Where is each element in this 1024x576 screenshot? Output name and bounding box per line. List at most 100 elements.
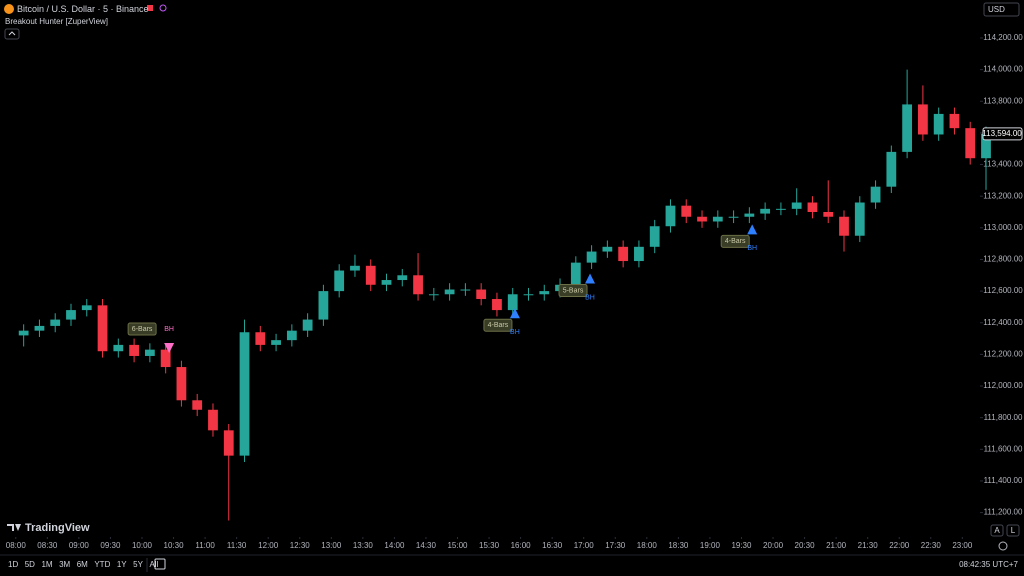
- x-tick-label: 09:00: [69, 541, 90, 550]
- tv-logo: TradingView: [25, 522, 90, 534]
- candle-body: [176, 367, 187, 401]
- candle-body: [728, 216, 739, 218]
- candle-body: [760, 208, 771, 214]
- x-tick-label: 08:30: [37, 541, 58, 550]
- candle-body: [665, 205, 676, 227]
- flag-icon[interactable]: [147, 5, 153, 11]
- candle-body: [350, 265, 360, 271]
- candle-body: [602, 246, 613, 252]
- y-tick-label: 114,000.00: [983, 65, 1023, 74]
- range-button[interactable]: 5Y: [133, 560, 143, 569]
- candle-body: [776, 208, 786, 210]
- tv-logo-icon: [7, 524, 21, 531]
- y-tick-label: 112,000.00: [983, 381, 1023, 390]
- candle-body: [318, 291, 329, 320]
- candle-body: [839, 216, 849, 236]
- candle-body: [886, 151, 897, 187]
- candle-body: [870, 186, 881, 203]
- x-tick-label: 12:30: [290, 541, 311, 550]
- breakout-marker: [164, 343, 175, 354]
- candle-body: [144, 349, 155, 356]
- scale-button-box[interactable]: [1006, 524, 1020, 537]
- clock: 08:42:35 UTC+7: [959, 560, 1018, 569]
- bars-label: 6-Bars: [132, 326, 153, 333]
- x-tick-label: 11:30: [227, 541, 247, 550]
- currency[interactable]: USD: [988, 5, 1005, 14]
- collapse-button[interactable]: [4, 28, 20, 40]
- indicator-name: Breakout Hunter [ZuperView]: [5, 17, 109, 26]
- x-tick-label: 22:30: [921, 541, 942, 550]
- bars-label: 4-Bars: [725, 238, 746, 245]
- y-tick-label: 112,400.00: [983, 318, 1023, 327]
- candle-body: [334, 270, 345, 292]
- share-icon[interactable]: [159, 4, 167, 12]
- candle-body: [507, 294, 518, 311]
- y-tick-label: 112,200.00: [983, 349, 1023, 358]
- x-tick-label: 18:30: [668, 541, 689, 550]
- scale-button[interactable]: L: [1011, 526, 1016, 535]
- x-tick-label: 09:30: [100, 541, 121, 550]
- range-button[interactable]: 1M: [41, 560, 52, 569]
- candle-body: [918, 104, 928, 135]
- y-tick-label: 113,000.00: [983, 223, 1023, 232]
- candle-body: [81, 305, 92, 311]
- y-tick-label: 112,800.00: [983, 255, 1023, 264]
- range-button[interactable]: 1Y: [117, 560, 127, 569]
- settings-button[interactable]: [998, 541, 1008, 551]
- x-tick-label: 13:30: [353, 541, 374, 550]
- range-button[interactable]: 5D: [25, 560, 35, 569]
- candle-body: [712, 216, 723, 222]
- range-button[interactable]: 1D: [8, 560, 18, 569]
- candle-body: [223, 430, 234, 456]
- candle-body: [239, 332, 250, 456]
- candle-body: [34, 325, 45, 331]
- candle-body: [681, 205, 692, 217]
- candle-body: [192, 400, 203, 410]
- candle-body: [18, 330, 29, 336]
- candle-body: [286, 330, 297, 341]
- range-button[interactable]: 6M: [77, 560, 88, 569]
- candle-body: [807, 202, 818, 212]
- x-tick-label: 08:00: [6, 541, 27, 550]
- candle-body: [160, 349, 171, 368]
- currency-button[interactable]: [983, 2, 1020, 17]
- y-tick-label: 111,600.00: [984, 444, 1023, 453]
- x-tick-label: 19:30: [731, 541, 752, 550]
- date-range-button[interactable]: [154, 558, 166, 570]
- range-button[interactable]: YTD: [94, 560, 110, 569]
- x-tick-label: 12:00: [258, 541, 279, 550]
- breakout-marker: [585, 273, 596, 284]
- candle-body: [271, 340, 281, 345]
- bars-label-box: [720, 234, 750, 248]
- x-tick-label: 15:30: [479, 541, 500, 550]
- x-tick-label: 16:30: [542, 541, 563, 550]
- x-tick-label: 19:00: [700, 541, 721, 550]
- candle-body: [523, 294, 534, 296]
- bars-label: 5-Bars: [563, 287, 584, 294]
- bh-tag: BH: [164, 326, 174, 333]
- bh-tag: BH: [510, 329, 520, 336]
- y-tick-label: 111,800.00: [984, 413, 1023, 422]
- candle-body: [365, 265, 376, 285]
- candle-body: [933, 113, 944, 135]
- candle-body: [476, 289, 487, 300]
- candle-body: [444, 289, 455, 295]
- scale-button-box[interactable]: [990, 524, 1004, 537]
- last-price-box: [982, 127, 1023, 141]
- btc-icon: [4, 4, 14, 14]
- x-tick-label: 23:00: [952, 541, 973, 550]
- candle-body: [902, 104, 913, 152]
- y-tick-label: 114,200.00: [983, 33, 1023, 42]
- y-tick-label: 113,200.00: [983, 191, 1023, 200]
- candle-body: [460, 289, 471, 291]
- x-tick-label: 14:30: [416, 541, 437, 550]
- x-tick-label: 16:00: [511, 541, 532, 550]
- range-button[interactable]: 3M: [59, 560, 70, 569]
- candle-body: [302, 319, 313, 331]
- candle-body: [413, 275, 423, 295]
- breakout-marker: [747, 224, 758, 235]
- x-tick-label: 17:00: [574, 541, 595, 550]
- range-button[interactable]: All: [149, 560, 158, 569]
- scale-button[interactable]: A: [994, 526, 1000, 535]
- candle-body: [981, 133, 991, 159]
